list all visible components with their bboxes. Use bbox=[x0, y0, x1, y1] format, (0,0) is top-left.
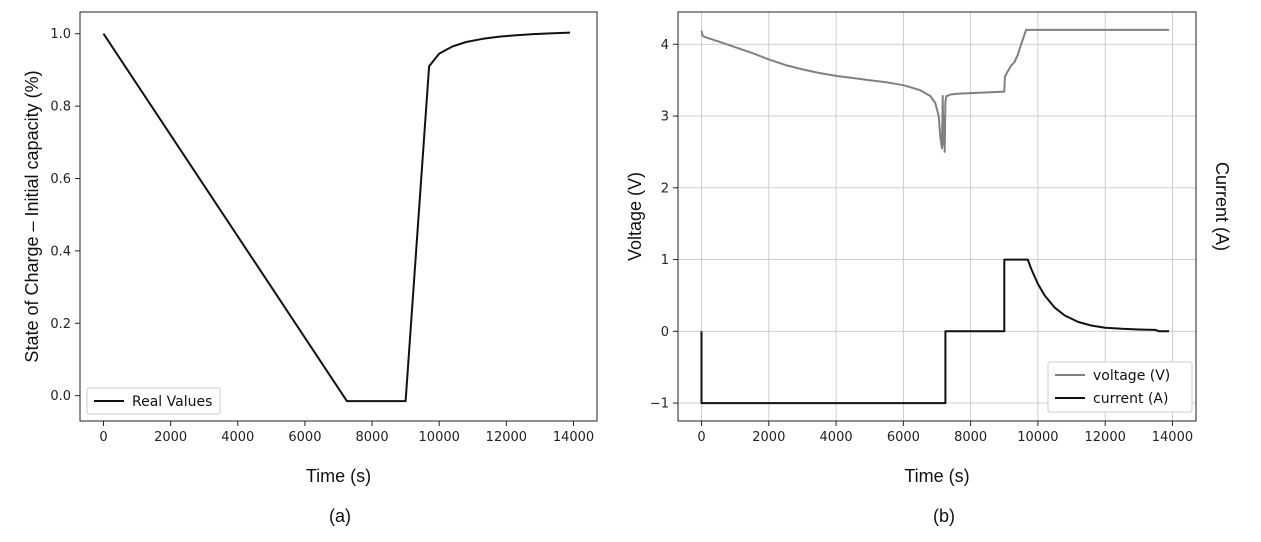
legend: Real Values bbox=[86, 387, 221, 415]
plot-frame bbox=[79, 11, 598, 422]
x-tick-label: 0 bbox=[697, 430, 705, 445]
y-axis-label: Voltage (V) bbox=[625, 172, 645, 261]
x-tick-label: 6000 bbox=[887, 430, 920, 445]
x-tick-label: 4000 bbox=[221, 430, 254, 445]
y-tick-label: 1 bbox=[661, 253, 669, 268]
y-tick-label: 0.2 bbox=[50, 317, 71, 332]
x-tick-label: 12000 bbox=[486, 430, 527, 445]
panel-label: (b) bbox=[933, 506, 955, 526]
x-axis-label: Time (s) bbox=[306, 466, 371, 486]
y-axis-label: State of Charge – Initial capacity (%) bbox=[22, 70, 42, 362]
y-tick-label: 0.4 bbox=[50, 244, 71, 259]
x-tick-label: 8000 bbox=[356, 430, 389, 445]
plot-frame bbox=[677, 11, 1197, 422]
legend-entry: current (A) bbox=[1093, 391, 1168, 407]
y-axis-label-right: Current (A) bbox=[1212, 162, 1232, 251]
x-tick-label: 12000 bbox=[1085, 430, 1126, 445]
x-tick-label: 8000 bbox=[954, 430, 987, 445]
y-tick-label: 3 bbox=[661, 110, 669, 125]
chart-b: 0 2000 4000 6000 8000 10000 12000 14000 −1 0 1 2 3 4 T… bbox=[625, 11, 1232, 526]
x-tick-label: 10000 bbox=[419, 430, 460, 445]
y-tick-label: 4 bbox=[661, 38, 669, 53]
x-tick-label: 0 bbox=[99, 430, 107, 445]
x-axis-label: Time (s) bbox=[904, 466, 969, 486]
legend: voltage (V) current (A) bbox=[1047, 361, 1193, 413]
series-line-0 bbox=[102, 31, 571, 403]
series-line-1 bbox=[700, 258, 1170, 405]
panel-label: (a) bbox=[329, 506, 351, 526]
x-tick-label: 10000 bbox=[1017, 430, 1058, 445]
legend-box bbox=[86, 387, 221, 415]
x-tick-label: 14000 bbox=[553, 430, 594, 445]
x-tick-label: 4000 bbox=[820, 430, 853, 445]
legend-entry: voltage (V) bbox=[1093, 368, 1170, 384]
y-tick-label: 0.8 bbox=[50, 100, 71, 115]
x-tick-label: 2000 bbox=[752, 430, 785, 445]
y-tick-label: −1 bbox=[650, 397, 669, 412]
chart-a: 0 2000 4000 6000 8000 10000 12000 14000 0.0 0.2 0.… bbox=[22, 11, 598, 526]
series-line-0 bbox=[700, 28, 1170, 153]
legend-entry: Real Values bbox=[132, 394, 212, 410]
x-tick-label: 2000 bbox=[154, 430, 187, 445]
y-tick-label: 0.6 bbox=[50, 172, 71, 187]
y-tick-label: 1.0 bbox=[50, 27, 71, 42]
x-tick-label: 14000 bbox=[1152, 430, 1193, 445]
y-tick-label: 0 bbox=[661, 325, 669, 340]
y-tick-label: 0.0 bbox=[50, 389, 71, 404]
x-tick-label: 6000 bbox=[288, 430, 321, 445]
y-tick-label: 2 bbox=[661, 181, 669, 196]
